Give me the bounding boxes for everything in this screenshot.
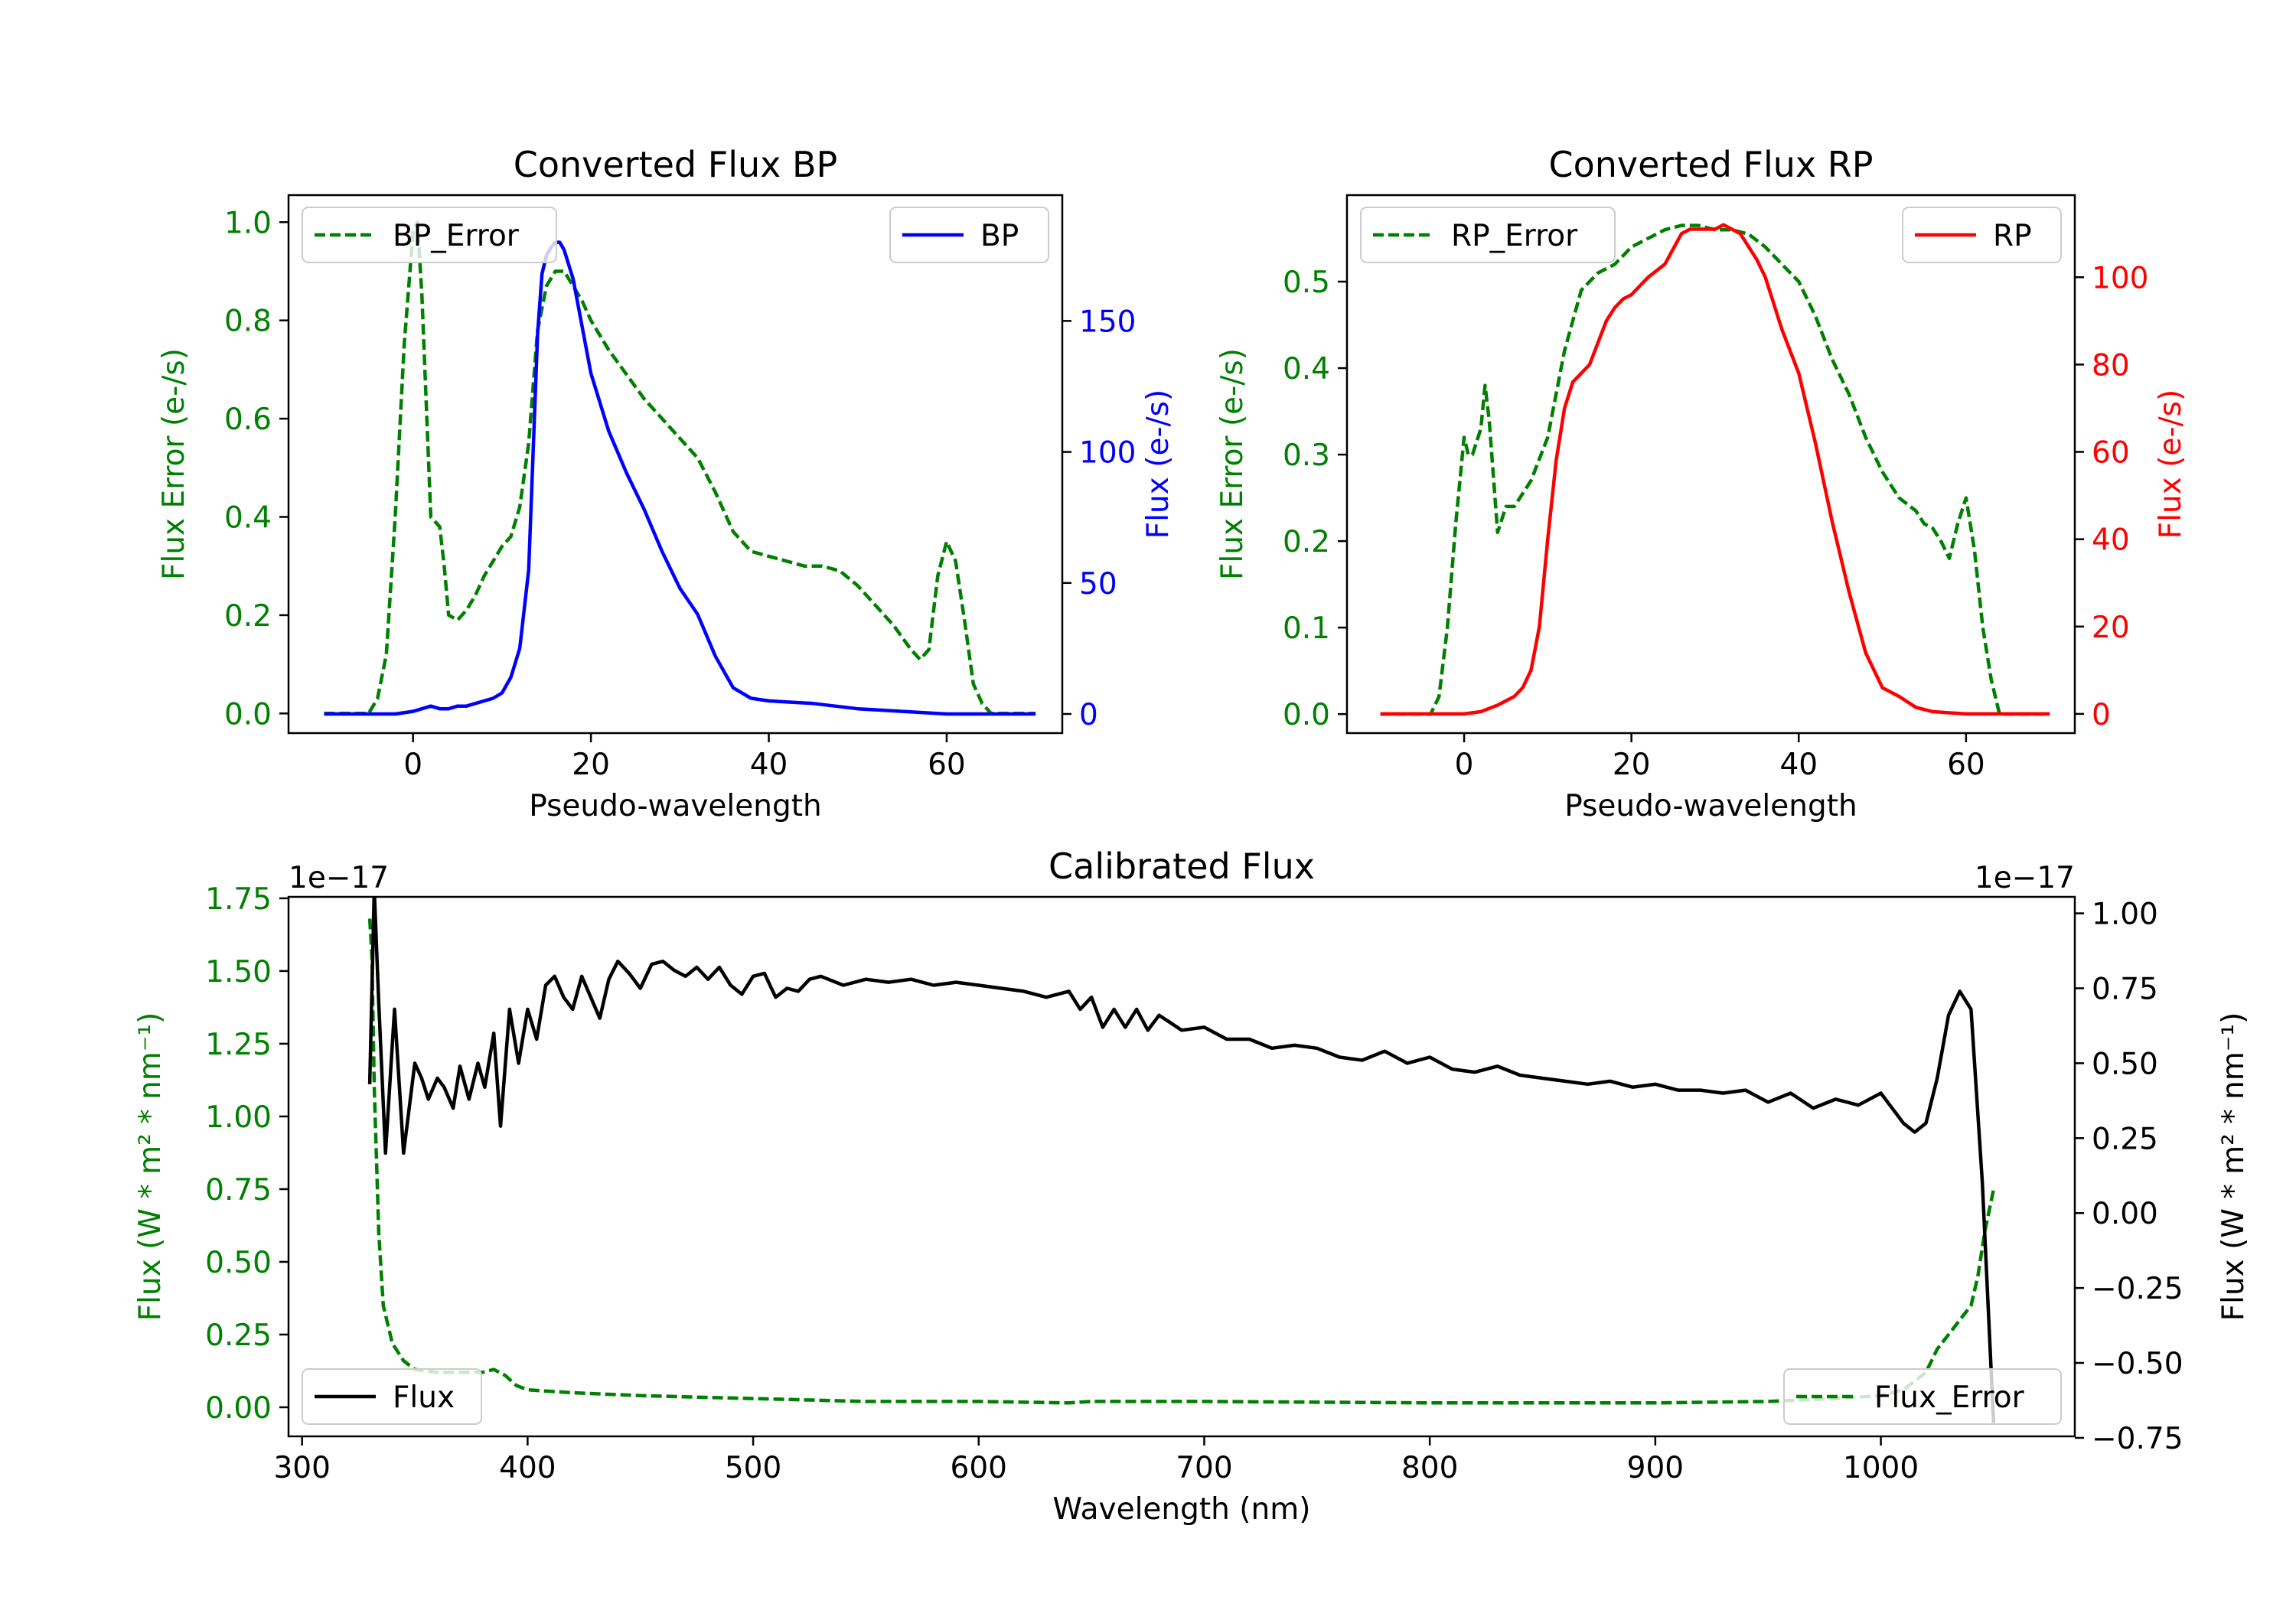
legend-box — [302, 207, 557, 263]
bp-y-left-label: Flux Error (e-/s) — [157, 348, 191, 580]
calibrated-y-right-tick-label: −0.50 — [2092, 1347, 2183, 1381]
calibrated-y-right-tick-label: 0.25 — [2092, 1122, 2158, 1156]
calibrated-offset-right: 1e−17 — [1975, 861, 2075, 895]
calibrated-y-left-tick-label: 0.00 — [205, 1391, 272, 1426]
calibrated-y-right-tick-label: 0.00 — [2092, 1197, 2158, 1231]
rp-y-right-tick-label: 40 — [2092, 523, 2130, 558]
calibrated-legend-left: Flux — [302, 1368, 482, 1425]
calibrated-y-left-tick-label: 0.25 — [205, 1319, 272, 1353]
legend-box — [1783, 1368, 2062, 1425]
rp-plot-frame — [1345, 194, 2076, 735]
calibrated-y-left-tick-label: 1.75 — [205, 882, 272, 917]
rp-y-left-tick-label: 0.3 — [1283, 438, 1330, 473]
bp-x-tick-label: 20 — [572, 748, 610, 782]
calibrated-y-right-label: Flux (W * m² * nm⁻¹) — [2216, 1012, 2251, 1322]
calibrated-x-tick-label: 800 — [1401, 1451, 1458, 1485]
legend-box — [1360, 207, 1616, 263]
calibrated-y-right-tick-label: 1.00 — [2092, 898, 2158, 932]
legend-label: Flux — [393, 1380, 455, 1415]
calibrated-x-tick-label: 400 — [499, 1451, 556, 1485]
rp-title: Converted Flux RP — [1549, 144, 1874, 185]
bp-title: Converted Flux BP — [514, 144, 838, 185]
rp-y-right-tick-label: 0 — [2092, 698, 2111, 732]
bp-y-left-tick-label: 1.0 — [224, 206, 272, 240]
rp-y-left-label: Flux Error (e-/s) — [1215, 348, 1250, 580]
calibrated-title: Calibrated Flux — [1049, 846, 1315, 887]
calibrated-offset-left: 1e−17 — [289, 861, 389, 895]
legend-label: RP_Error — [1451, 219, 1578, 253]
calibrated-y-right-tick-label: 0.75 — [2092, 972, 2158, 1006]
rp-y-left-tick-label: 0.5 — [1283, 266, 1330, 300]
rp-y-right-tick-label: 60 — [2092, 436, 2130, 471]
legend-label: BP — [980, 219, 1019, 253]
bp-legend-right: BP — [889, 207, 1049, 263]
calibrated-x-tick-label: 300 — [273, 1451, 330, 1485]
calibrated-x-tick-label: 600 — [951, 1451, 1007, 1485]
calibrated-y-left-tick-label: 1.00 — [205, 1100, 272, 1135]
rp-y-left-tick-label: 0.4 — [1283, 352, 1330, 386]
rp-series-rp — [1380, 223, 2050, 716]
legend-box — [302, 1368, 482, 1425]
bp-y-right-tick-label: 0 — [1079, 698, 1098, 732]
rp-y-left-tick-label: 0.0 — [1283, 698, 1330, 732]
legend-box — [889, 207, 1049, 263]
calibrated-y-left-tick-label: 1.25 — [205, 1028, 272, 1062]
bp-y-right-label: Flux (e-/s) — [1141, 390, 1176, 539]
rp-y-right-tick-label: 20 — [2092, 611, 2130, 645]
bp-x-tick-label: 60 — [928, 748, 966, 782]
legend-label: Flux_Error — [1874, 1380, 2025, 1415]
rp-x-axis-label: Pseudo-wavelength — [1564, 789, 1857, 823]
legend-label: BP_Error — [393, 219, 520, 253]
bp-y-left-tick-label: 0.6 — [224, 403, 272, 437]
calibrated-y-left-tick-label: 1.50 — [205, 955, 272, 989]
calibrated-plot-frame — [287, 895, 2076, 1438]
calibrated-chart-panel: Calibrated Flux 300 400 500 600 700 800 900 1000… — [133, 846, 2251, 1527]
calibrated-x-axis-label: Wavelength (nm) — [1053, 1492, 1311, 1527]
calibrated-x-tick-label: 700 — [1176, 1451, 1232, 1485]
rp-y-right-label: Flux (e-/s) — [2154, 390, 2188, 539]
bp-x-tick-label: 40 — [750, 748, 788, 782]
calibrated-x-tick-label: 500 — [725, 1451, 781, 1485]
calibrated-x-tick-label: 1000 — [1843, 1451, 1919, 1485]
calibrated-x-tick-label: 900 — [1627, 1451, 1684, 1485]
calibrated-series-flux-error — [367, 918, 1996, 1405]
rp-x-tick-label: 40 — [1779, 748, 1818, 782]
bp-legend-left: BP_Error — [302, 207, 557, 263]
rp-chart-panel: Converted Flux RP 0 20 40 60 Pseudo-wavelengt… — [1215, 144, 2188, 823]
calibrated-y-right-tick-label: −0.25 — [2092, 1272, 2183, 1306]
legend-label: RP — [1993, 219, 2032, 253]
rp-y-right-tick-label: 100 — [2092, 261, 2148, 295]
rp-legend-left: RP_Error — [1360, 207, 1616, 263]
calibrated-legend-right: Flux_Error — [1783, 1368, 2062, 1425]
calibrated-y-left-label: Flux (W * m² * nm⁻¹) — [133, 1012, 168, 1322]
rp-x-tick-label: 0 — [1455, 748, 1474, 782]
bp-y-left-tick-label: 0.2 — [224, 599, 272, 634]
calibrated-y-left-tick-label: 0.50 — [205, 1246, 272, 1280]
rp-y-right-tick-label: 80 — [2092, 348, 2130, 383]
bp-series-bp-error — [324, 220, 1036, 715]
bp-x-tick-label: 0 — [403, 748, 422, 782]
bp-y-left-tick-label: 0.0 — [224, 697, 272, 732]
rp-x-tick-label: 60 — [1947, 748, 1985, 782]
bp-x-axis-label: Pseudo-wavelength — [529, 789, 821, 823]
rp-y-left-tick-label: 0.2 — [1283, 525, 1330, 559]
rp-series-rp-error — [1380, 223, 2050, 716]
bp-y-right-tick-label: 100 — [1079, 436, 1136, 471]
calibrated-y-left-tick-label: 0.75 — [205, 1173, 272, 1208]
bp-y-right-tick-label: 50 — [1079, 567, 1117, 601]
calibrated-y-right-tick-label: −0.75 — [2092, 1422, 2183, 1456]
rp-legend-right: RP — [1902, 207, 2062, 263]
bp-y-right-tick-label: 150 — [1079, 305, 1136, 339]
bp-y-left-tick-label: 0.8 — [224, 305, 272, 339]
bp-plot-frame — [287, 194, 1064, 735]
calibrated-y-right-tick-label: 0.50 — [2092, 1047, 2158, 1081]
calibrated-series-flux — [367, 897, 1996, 1423]
rp-y-left-tick-label: 0.1 — [1283, 611, 1330, 646]
bp-chart-panel: Converted Flux BP 0 20 40 60 Pseudo-wavelengt… — [157, 144, 1176, 823]
bp-y-left-tick-label: 0.4 — [224, 501, 272, 536]
rp-x-tick-label: 20 — [1613, 748, 1651, 782]
legend-box — [1902, 207, 2062, 263]
